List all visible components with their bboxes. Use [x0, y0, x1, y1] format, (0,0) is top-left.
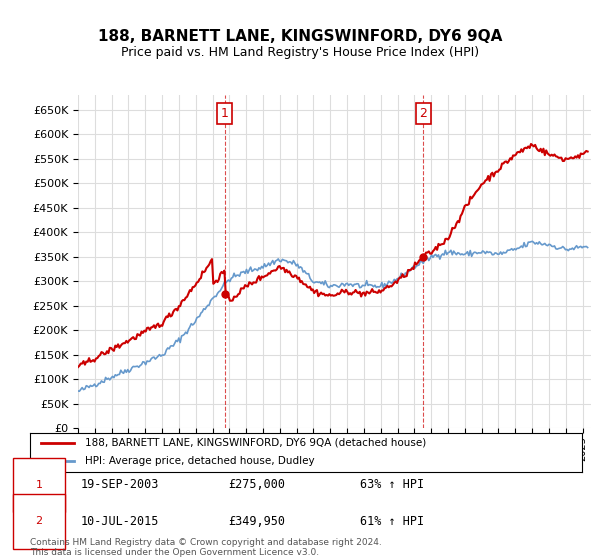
Text: 1: 1 [35, 480, 43, 490]
Text: 188, BARNETT LANE, KINGSWINFORD, DY6 9QA (detached house): 188, BARNETT LANE, KINGSWINFORD, DY6 9QA… [85, 438, 427, 448]
Text: Price paid vs. HM Land Registry's House Price Index (HPI): Price paid vs. HM Land Registry's House … [121, 46, 479, 59]
Text: 188, BARNETT LANE, KINGSWINFORD, DY6 9QA: 188, BARNETT LANE, KINGSWINFORD, DY6 9QA [98, 29, 502, 44]
Text: £275,000: £275,000 [228, 478, 285, 492]
Text: 2: 2 [419, 107, 427, 120]
Text: 2: 2 [35, 516, 43, 526]
Text: 10-JUL-2015: 10-JUL-2015 [81, 515, 160, 528]
Text: 61% ↑ HPI: 61% ↑ HPI [360, 515, 424, 528]
Text: £349,950: £349,950 [228, 515, 285, 528]
Text: 19-SEP-2003: 19-SEP-2003 [81, 478, 160, 492]
Text: HPI: Average price, detached house, Dudley: HPI: Average price, detached house, Dudl… [85, 456, 315, 466]
Text: 63% ↑ HPI: 63% ↑ HPI [360, 478, 424, 492]
Text: Contains HM Land Registry data © Crown copyright and database right 2024.
This d: Contains HM Land Registry data © Crown c… [30, 538, 382, 557]
Text: 1: 1 [221, 107, 229, 120]
